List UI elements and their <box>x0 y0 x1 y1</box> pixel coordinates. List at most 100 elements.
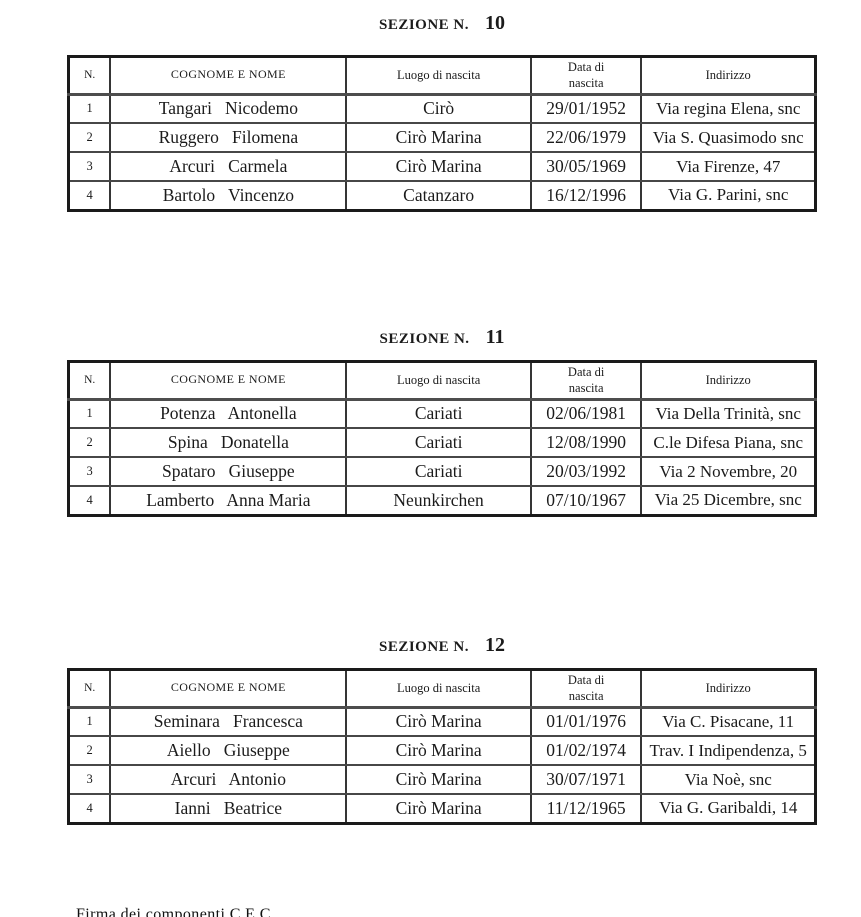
table-row: 4 Bartolo Vincenzo Catanzaro 16/12/1996 … <box>67 180 817 211</box>
column-header-n: N. <box>67 360 112 401</box>
cell-birthdate: 29/01/1952 <box>529 93 643 124</box>
column-header-name: COGNOME E NOME <box>109 360 348 401</box>
column-header-name: COGNOME E NOME <box>109 668 348 709</box>
cell-birthplace: Cirò Marina <box>345 122 532 153</box>
cell-address: Via 25 Dicembre, snc <box>640 485 817 516</box>
section-title-label: SEZIONE N. <box>378 17 470 33</box>
cell-birthplace: Neunkirchen <box>345 485 532 516</box>
cell-number: 2 <box>67 427 112 458</box>
roster-table-section-12: N. COGNOME E NOME Luogo di nascita Data … <box>67 668 817 825</box>
table-row: 2 Ruggero Filomena Cirò Marina 22/06/197… <box>67 122 817 153</box>
column-header-address: Indirizzo <box>640 668 817 709</box>
cell-birthplace: Cirò Marina <box>345 764 532 795</box>
cell-address: Via Firenze, 47 <box>640 151 817 182</box>
header-row: N. COGNOME E NOME Luogo di nascita Data … <box>67 668 817 709</box>
column-header-n: N. <box>67 55 112 96</box>
cell-birthdate: 01/02/1974 <box>529 735 643 766</box>
table-row: 1 Potenza Antonella Cariati 02/06/1981 V… <box>67 398 817 429</box>
cell-name: Ruggero Filomena <box>109 122 348 153</box>
cell-name: Seminara Francesca <box>109 706 348 737</box>
column-header-name: COGNOME E NOME <box>109 55 348 96</box>
cell-name: Spataro Giuseppe <box>109 456 348 487</box>
cell-birthdate: 01/01/1976 <box>529 706 643 737</box>
cell-birthdate: 20/03/1992 <box>529 456 643 487</box>
section-10-title: SEZIONE N. 10 <box>67 12 817 35</box>
cell-birthplace: Cariati <box>345 427 532 458</box>
table-row: 2 Spina Donatella Cariati 12/08/1990 C.l… <box>67 427 817 458</box>
cell-number: 3 <box>67 764 112 795</box>
roster-table-section-10: N. COGNOME E NOME Luogo di nascita Data … <box>67 55 817 212</box>
table-row: 3 Spataro Giuseppe Cariati 20/03/1992 Vi… <box>67 456 817 487</box>
cell-address: Via Della Trinità, snc <box>640 398 817 429</box>
cell-name: Spina Donatella <box>109 427 348 458</box>
header-row: N. COGNOME E NOME Luogo di nascita Data … <box>67 360 817 401</box>
cell-birthplace: Cirò Marina <box>345 706 532 737</box>
cell-birthdate: 30/07/1971 <box>529 764 643 795</box>
cell-name: Arcuri Carmela <box>109 151 348 182</box>
cell-birthplace: Cirò Marina <box>345 151 532 182</box>
cell-birthplace: Catanzaro <box>345 180 532 211</box>
cell-name: Ianni Beatrice <box>109 793 348 824</box>
cell-birthplace: Cariati <box>345 398 532 429</box>
table-row: 1 Tangari Nicodemo Cirò 29/01/1952 Via r… <box>67 93 817 124</box>
cell-number: 2 <box>67 735 112 766</box>
cell-name: Lamberto Anna Maria <box>109 485 348 516</box>
cell-birthdate: 12/08/1990 <box>529 427 643 458</box>
table-row: 1 Seminara Francesca Cirò Marina 01/01/1… <box>67 706 817 737</box>
section-number: 11 <box>485 326 505 348</box>
table-row: 3 Arcuri Carmela Cirò Marina 30/05/1969 … <box>67 151 817 182</box>
cell-number: 3 <box>67 456 112 487</box>
table-row: 3 Arcuri Antonio Cirò Marina 30/07/1971 … <box>67 764 817 795</box>
cell-name: Tangari Nicodemo <box>109 93 348 124</box>
cell-birthdate: 22/06/1979 <box>529 122 643 153</box>
table-row: 2 Aiello Giuseppe Cirò Marina 01/02/1974… <box>67 735 817 766</box>
cell-birthdate: 02/06/1981 <box>529 398 643 429</box>
section-number: 10 <box>485 12 506 34</box>
cell-number: 3 <box>67 151 112 182</box>
cell-birthdate: 11/12/1965 <box>529 793 643 824</box>
column-header-address: Indirizzo <box>640 55 817 96</box>
column-header-birthdate: Data di nascita <box>529 360 643 401</box>
cell-name: Aiello Giuseppe <box>109 735 348 766</box>
cell-birthplace: Cirò Marina <box>345 793 532 824</box>
cell-number: 4 <box>67 180 112 211</box>
cell-name: Bartolo Vincenzo <box>109 180 348 211</box>
cell-number: 4 <box>67 793 112 824</box>
cell-number: 1 <box>67 93 112 124</box>
cell-address: Via G. Garibaldi, 14 <box>640 793 817 824</box>
section-number: 12 <box>485 634 506 656</box>
cell-address: Via S. Quasimodo snc <box>640 122 817 153</box>
column-header-address: Indirizzo <box>640 360 817 401</box>
section-title-label: SEZIONE N. <box>379 331 470 347</box>
cell-address: Via C. Pisacane, 11 <box>640 706 817 737</box>
header-row: N. COGNOME E NOME Luogo di nascita Data … <box>67 55 817 96</box>
cell-name: Arcuri Antonio <box>109 764 348 795</box>
table-row: 4 Ianni Beatrice Cirò Marina 11/12/1965 … <box>67 793 817 824</box>
cell-birthplace: Cariati <box>345 456 532 487</box>
cell-address: Via Noè, snc <box>640 764 817 795</box>
column-header-birthplace: Luogo di nascita <box>345 668 532 709</box>
footer-signature-note: Firma dei componenti C.E.C. <box>76 906 276 917</box>
cell-number: 4 <box>67 485 112 516</box>
column-header-birthplace: Luogo di nascita <box>345 55 532 96</box>
cell-birthplace: Cirò <box>345 93 532 124</box>
section-12-title: SEZIONE N. 12 <box>67 634 817 657</box>
column-header-birthdate: Data di nascita <box>529 55 643 96</box>
section-11-title: SEZIONE N. 11 <box>67 326 817 349</box>
section-title-label: SEZIONE N. <box>378 639 470 655</box>
cell-number: 2 <box>67 122 112 153</box>
cell-address: C.le Difesa Piana, snc <box>640 427 817 458</box>
cell-birthdate: 07/10/1967 <box>529 485 643 516</box>
column-header-birthdate: Data di nascita <box>529 668 643 709</box>
table-row: 4 Lamberto Anna Maria Neunkirchen 07/10/… <box>67 485 817 516</box>
cell-address: Via 2 Novembre, 20 <box>640 456 817 487</box>
cell-birthplace: Cirò Marina <box>345 735 532 766</box>
cell-birthdate: 16/12/1996 <box>529 180 643 211</box>
cell-name: Potenza Antonella <box>109 398 348 429</box>
cell-address: Via regina Elena, snc <box>640 93 817 124</box>
cell-address: Trav. I Indipendenza, 5 <box>640 735 817 766</box>
column-header-birthplace: Luogo di nascita <box>345 360 532 401</box>
cell-address: Via G. Parini, snc <box>640 180 817 211</box>
roster-table-section-11: N. COGNOME E NOME Luogo di nascita Data … <box>67 360 817 517</box>
